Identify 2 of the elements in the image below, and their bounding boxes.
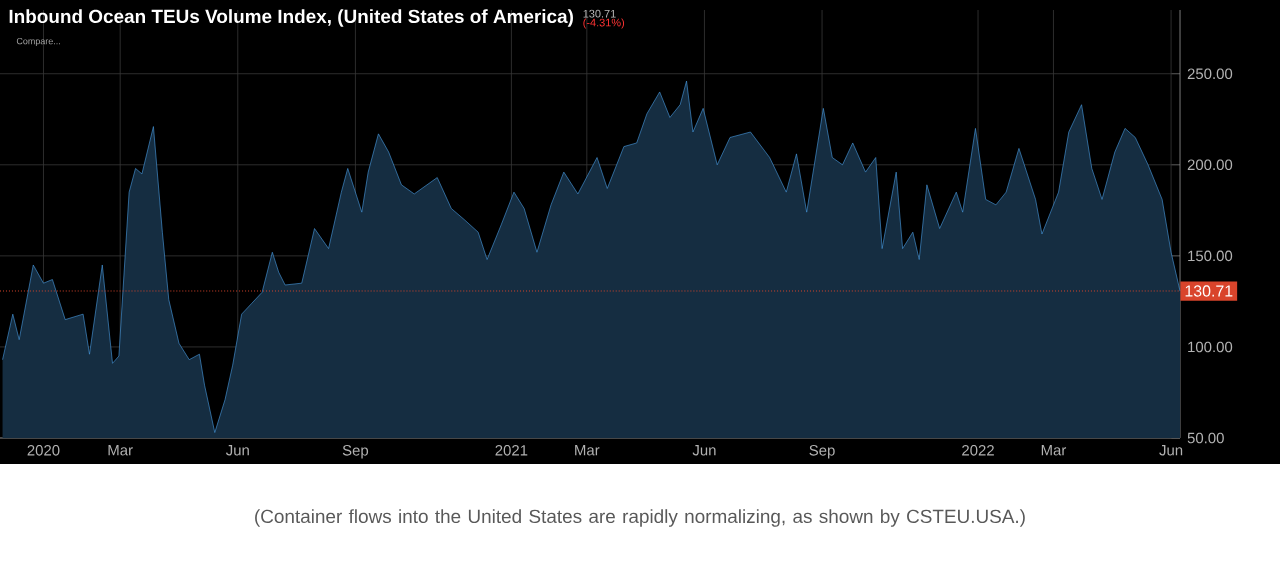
chart-title: Inbound Ocean TEUs Volume Index, (United States of America) [9,9,573,27]
text: (Container flows into the United States are rapidly normalizing, as shown by CSTEU.USA.) [255,509,1025,527]
